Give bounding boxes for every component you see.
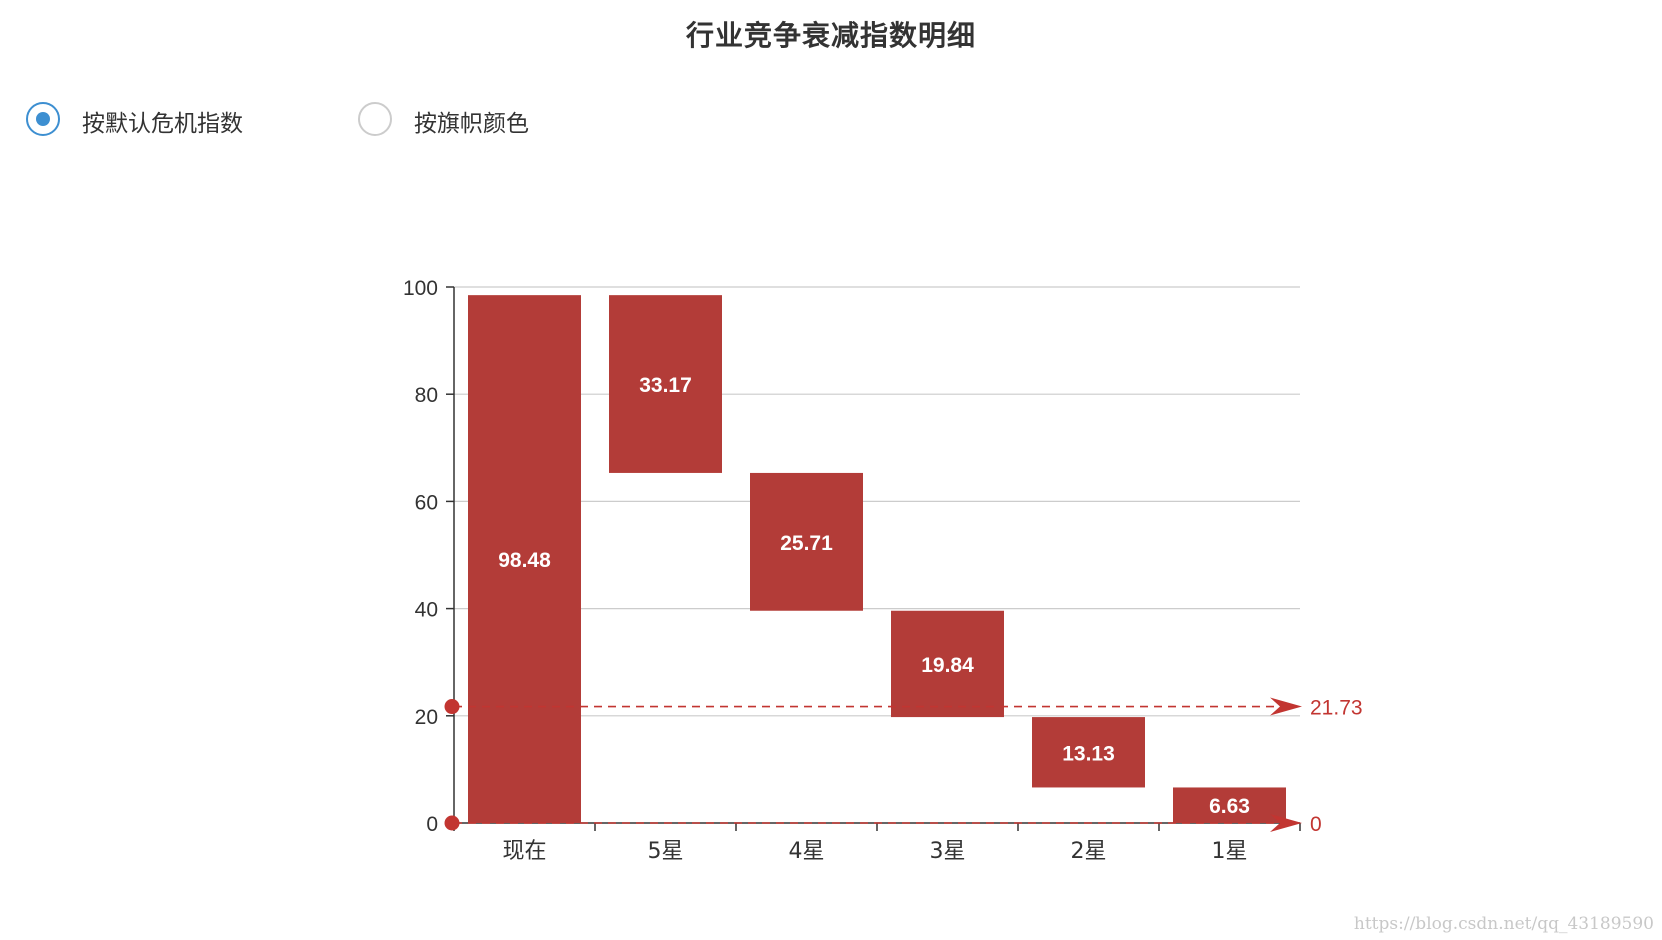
x-category-label: 3星 [930, 839, 966, 864]
y-tick-label: 60 [415, 491, 438, 514]
mark-line-arrow-icon [1270, 814, 1302, 832]
bar-5[interactable] [1173, 787, 1286, 823]
bar-value-label: 25.71 [780, 532, 833, 555]
mark-line-start-dot [444, 699, 460, 715]
bar-4[interactable] [1032, 717, 1145, 788]
bar-1[interactable] [609, 295, 722, 473]
radio-label-default-crisis-index: 按默认危机指数 [82, 111, 243, 137]
bar-value-label: 33.17 [639, 374, 692, 397]
y-tick-label: 100 [403, 277, 438, 300]
mark-line-arrow-icon [1270, 697, 1302, 716]
mark-line-label: 0 [1310, 813, 1322, 836]
watermark: https://blog.csdn.net/qq_43189590 [1353, 914, 1654, 934]
bar-value-label: 6.63 [1209, 795, 1250, 818]
radio-default-crisis-index[interactable]: 按默认危机指数 [26, 100, 266, 142]
x-category-label: 1星 [1212, 839, 1248, 864]
x-category-label: 2星 [1071, 839, 1107, 864]
chart-title: 行业竞争衰减指数明细 [685, 19, 976, 52]
x-category-label: 4星 [789, 839, 825, 864]
radio-label-flag-color: 按旗帜颜色 [414, 111, 529, 137]
radio-dot-icon [36, 112, 50, 126]
bar-0[interactable] [468, 295, 581, 823]
x-category-label: 5星 [648, 839, 684, 864]
bar-3[interactable] [891, 610, 1004, 718]
y-tick-label: 80 [415, 384, 438, 407]
y-tick-label: 0 [426, 813, 438, 836]
y-tick-label: 20 [415, 706, 438, 729]
mark-line-label: 21.73 [1310, 697, 1363, 720]
mark-line-start-dot [444, 815, 460, 831]
radio-unchecked-icon[interactable] [358, 102, 392, 136]
bar-value-label: 13.13 [1062, 742, 1115, 765]
radio-flag-color[interactable]: 按旗帜颜色 [358, 100, 558, 142]
x-category-label: 现在 [502, 839, 546, 864]
bar-2[interactable] [750, 472, 863, 611]
bar-value-label: 98.48 [498, 549, 551, 572]
radio-checked-icon[interactable] [26, 102, 60, 136]
y-tick-label: 40 [415, 599, 438, 622]
bar-value-label: 19.84 [921, 654, 974, 677]
